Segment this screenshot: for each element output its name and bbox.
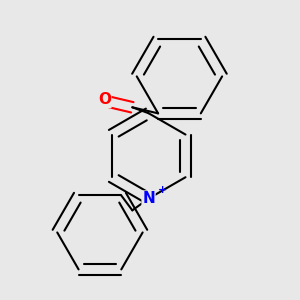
Text: +: + — [158, 185, 167, 195]
Text: O: O — [98, 92, 111, 107]
Text: N: N — [142, 191, 155, 206]
